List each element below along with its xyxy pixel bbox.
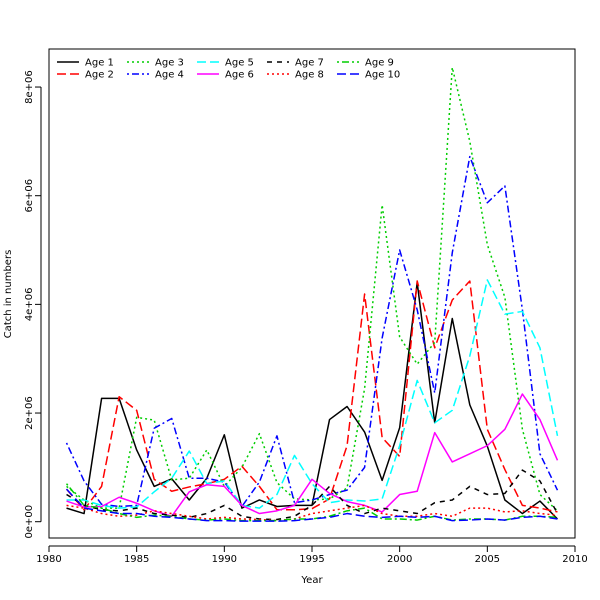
legend-label: Age 1	[85, 58, 114, 69]
x-axis: 1980 1985 1990 1995 2000 2005 2010	[36, 545, 588, 565]
y-tick-label: 6e+06	[24, 179, 35, 213]
legend-label: Age 4	[155, 70, 184, 81]
x-tick-label: 1985	[124, 554, 149, 565]
y-tick-label: 0e+00	[24, 505, 35, 539]
y-tick-label: 4e+06	[24, 288, 35, 322]
legend-item-age-7: Age 7	[267, 58, 324, 69]
legend-item-age-3: Age 3	[127, 58, 184, 69]
legend-item-age-4: Age 4	[127, 70, 184, 81]
series-line-age-2	[65, 280, 558, 513]
legend-item-age-2: Age 2	[57, 70, 114, 81]
legend-item-age-8: Age 8	[267, 70, 324, 81]
y-axis: 0e+00 2e+06 4e+06 6e+06 8e+06	[24, 70, 42, 539]
y-axis-title: Catch in numbers	[3, 250, 14, 339]
x-tick-label: 2010	[562, 554, 587, 565]
x-tick-label: 2005	[475, 554, 500, 565]
x-axis-title: Year	[300, 575, 323, 586]
legend-label: Age 7	[295, 58, 324, 69]
series-layer	[65, 66, 559, 522]
legend-item-age-5: Age 5	[197, 58, 254, 69]
legend-label: Age 2	[85, 70, 114, 81]
series-line-age-10	[65, 488, 558, 522]
x-tick-label: 2000	[387, 554, 412, 565]
x-tick-label: 1980	[36, 554, 61, 565]
legend-item-age-9: Age 9	[337, 58, 394, 69]
plot-frame	[48, 48, 576, 539]
series-line-age-4	[65, 155, 559, 508]
series-line-age-7	[66, 469, 559, 521]
legend-label: Age 5	[225, 58, 254, 69]
x-tick-label: 1990	[212, 554, 237, 565]
y-tick-label: 2e+06	[24, 396, 35, 430]
legend-label: Age 3	[155, 58, 184, 69]
legend-item-age-10: Age 10	[337, 70, 400, 81]
x-tick-label: 1995	[299, 554, 324, 565]
legend-label: Age 8	[295, 70, 324, 81]
legend-label: Age 9	[365, 58, 394, 69]
series-line-age-5	[66, 279, 559, 509]
series-line-age-1	[66, 281, 559, 520]
series-line-age-6	[66, 393, 559, 518]
legend-item-age-6: Age 6	[197, 70, 254, 81]
legend-label: Age 10	[365, 70, 400, 81]
legend-item-age-1: Age 1	[57, 58, 114, 69]
series-line-age-3	[66, 66, 558, 512]
legend-label: Age 6	[225, 70, 254, 81]
y-tick-label: 8e+06	[24, 70, 35, 104]
